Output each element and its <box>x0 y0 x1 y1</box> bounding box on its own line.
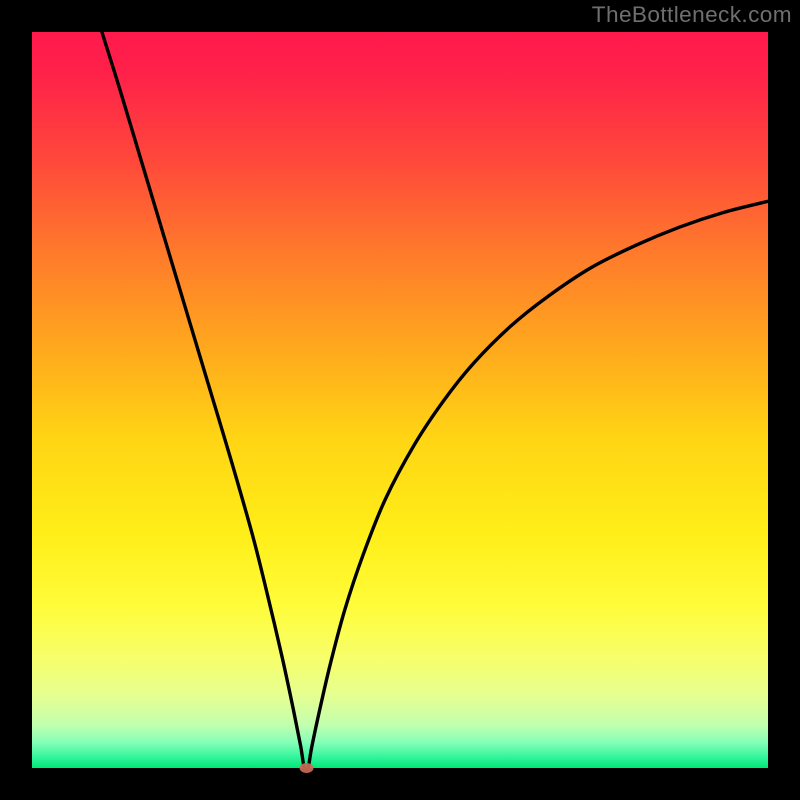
plot-background <box>32 32 768 768</box>
watermark-text: TheBottleneck.com <box>592 2 792 28</box>
optimum-marker <box>300 763 314 773</box>
bottleneck-chart <box>0 0 800 800</box>
chart-frame: TheBottleneck.com <box>0 0 800 800</box>
